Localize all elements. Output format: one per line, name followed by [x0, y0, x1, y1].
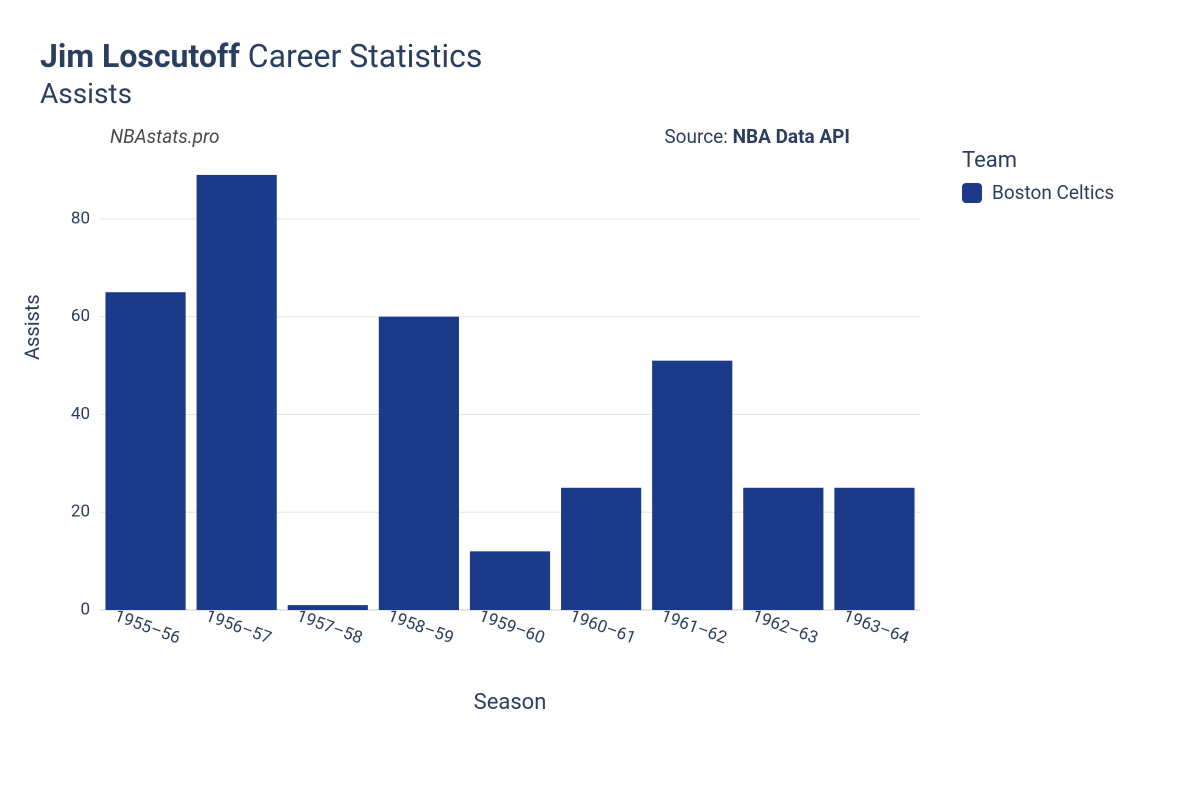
- chart-container: Jim Loscutoff Career Statistics Assists …: [0, 0, 1200, 800]
- x-tick-label: 1957–58: [294, 606, 365, 648]
- x-tick-label: 1962–63: [749, 606, 820, 648]
- bar[interactable]: [743, 488, 823, 610]
- y-axis-label: Assists: [20, 294, 44, 360]
- bar[interactable]: [834, 488, 914, 610]
- y-tick-label: 60: [71, 306, 90, 326]
- watermark: NBAstats.pro: [110, 125, 220, 148]
- bar[interactable]: [105, 292, 185, 610]
- y-tick-label: 40: [71, 404, 90, 424]
- career-stats-label: Career Statistics: [248, 37, 483, 75]
- x-tick-label: 1955–56: [112, 606, 183, 648]
- x-tick-label: 1958–59: [385, 606, 456, 648]
- x-tick-label: 1961–62: [658, 606, 729, 648]
- chart-title-line1: Jim Loscutoff Career Statistics: [40, 36, 1160, 76]
- bar[interactable]: [197, 175, 277, 610]
- bar[interactable]: [652, 361, 732, 610]
- chart-svg: 0 20 40 60 80 1955–56 1956–57 1957–58 1958–59 195…: [40, 160, 970, 680]
- x-tick-label: 1959–60: [476, 606, 547, 648]
- source-prefix: Source:: [664, 125, 732, 148]
- plot-area: 0 20 40 60 80 1955–56 1956–57 1957–58 1958–59 195…: [40, 160, 1160, 770]
- chart-title-metric: Assists: [40, 76, 1160, 111]
- x-tick-label: 1956–57: [203, 606, 274, 648]
- y-tick-label: 0: [80, 599, 90, 619]
- bar[interactable]: [379, 317, 459, 610]
- player-name: Jim Loscutoff: [40, 37, 240, 75]
- source-name: NBA Data API: [733, 125, 850, 148]
- x-axis-label: Season: [100, 690, 920, 715]
- bar[interactable]: [470, 551, 550, 610]
- y-tick-label: 20: [71, 502, 90, 522]
- x-tick-label: 1963–64: [841, 606, 913, 648]
- y-tick-label: 80: [71, 208, 90, 228]
- x-tick-label: 1960–61: [567, 606, 638, 648]
- bar[interactable]: [561, 488, 641, 610]
- source-attribution: Source: NBA Data API: [664, 125, 850, 148]
